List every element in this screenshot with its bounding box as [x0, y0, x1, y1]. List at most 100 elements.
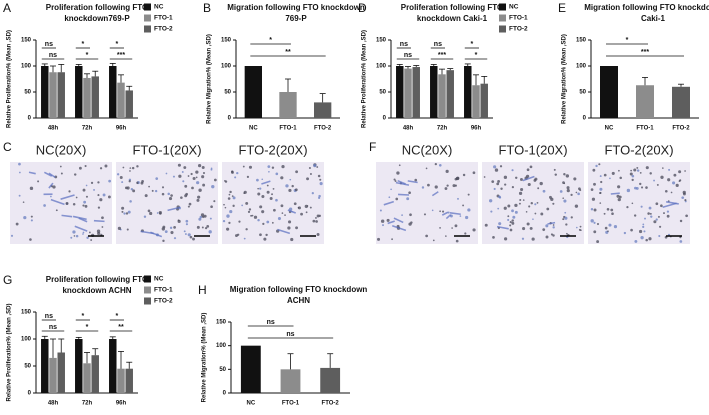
cell — [497, 180, 501, 183]
cell — [616, 194, 620, 198]
bar — [446, 70, 454, 118]
x-tick-label: FTO-1 — [282, 401, 300, 407]
cell — [511, 219, 514, 222]
y-tick-label: 150 — [576, 38, 587, 44]
cell — [223, 203, 225, 206]
cell — [248, 165, 253, 169]
cell — [617, 197, 621, 202]
panel-letter: D — [358, 1, 367, 15]
cell — [259, 233, 262, 237]
cell — [126, 228, 129, 231]
cell — [536, 202, 539, 204]
cell — [590, 188, 594, 191]
bar — [91, 355, 99, 393]
cell — [526, 222, 530, 226]
cell — [170, 230, 174, 235]
y-axis-label: Relative Migration% (Mean ,SD) — [207, 34, 213, 124]
cell — [457, 197, 459, 200]
cell — [229, 210, 233, 214]
cell — [37, 180, 40, 183]
cell — [86, 236, 89, 240]
cell-stain — [50, 198, 65, 206]
legend-label: FTO-1 — [154, 287, 173, 294]
cell — [316, 166, 319, 168]
cell — [521, 237, 525, 240]
cell — [144, 194, 148, 198]
cell — [256, 178, 259, 182]
y-tick-label: 0 — [28, 391, 32, 397]
cell — [222, 219, 226, 223]
cell — [642, 225, 645, 228]
cell — [408, 191, 411, 195]
cell — [245, 228, 248, 231]
bar — [83, 363, 91, 393]
cell — [606, 207, 610, 211]
cell — [514, 210, 518, 214]
cell — [668, 168, 671, 171]
cell — [509, 224, 512, 227]
cell — [660, 204, 663, 208]
cell — [170, 194, 173, 197]
cell — [232, 196, 236, 200]
cell — [155, 177, 159, 180]
cell — [596, 240, 600, 244]
y-tick-label: 100 — [21, 337, 32, 343]
bar — [404, 68, 412, 118]
cell — [265, 233, 268, 237]
cell — [101, 226, 104, 228]
cell — [257, 187, 259, 190]
cell — [297, 206, 301, 210]
cell — [132, 189, 136, 193]
micrograph — [10, 162, 112, 244]
y-axis-label: Relative Migration% (Mean ,SD) — [562, 34, 568, 124]
cell — [684, 170, 686, 172]
cell-stain — [28, 171, 36, 175]
cell — [573, 177, 577, 181]
cell — [247, 210, 251, 213]
cell — [280, 204, 284, 208]
cell — [497, 207, 500, 210]
cell — [213, 178, 217, 182]
cell — [398, 164, 401, 167]
cell — [317, 196, 321, 199]
y-tick-label: 100 — [376, 64, 387, 70]
x-tick-label: NC — [249, 126, 258, 132]
cell — [552, 226, 555, 229]
cell — [23, 216, 27, 220]
cell — [82, 204, 85, 207]
cell — [562, 218, 565, 221]
cell-stain — [547, 221, 556, 225]
cell — [18, 162, 21, 166]
cell — [291, 184, 294, 188]
cell — [540, 212, 544, 216]
cell — [287, 220, 292, 224]
y-tick-label: 50 — [579, 90, 586, 96]
cell — [414, 178, 418, 182]
cell — [228, 193, 231, 196]
cell — [683, 192, 686, 196]
significance-label: * — [82, 41, 85, 48]
cell — [275, 172, 279, 176]
cell — [54, 175, 58, 179]
significance-label: * — [471, 41, 474, 48]
cell — [600, 180, 603, 184]
cell — [180, 196, 183, 199]
chart-title: Proliferation following FTO — [46, 275, 149, 284]
cell — [226, 214, 230, 218]
cell — [177, 163, 181, 167]
cell — [438, 163, 442, 167]
cell — [439, 210, 441, 213]
cell — [268, 170, 270, 173]
cell — [552, 234, 555, 237]
cell — [245, 201, 249, 205]
cell — [68, 190, 71, 193]
significance-label: *** — [641, 49, 649, 56]
cell — [617, 185, 621, 189]
cell — [610, 208, 614, 212]
cell — [511, 209, 514, 213]
legend-label: NC — [154, 4, 164, 11]
cell — [161, 192, 165, 196]
cell-stain — [93, 219, 105, 223]
cell — [82, 233, 84, 235]
